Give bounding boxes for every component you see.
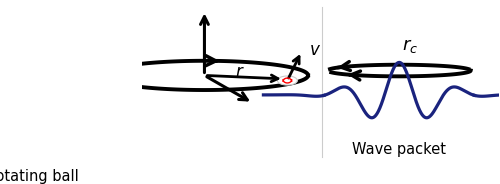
Text: $r$: $r$ [236,63,245,81]
Text: Classical rotating ball: Classical rotating ball [0,169,79,184]
Circle shape [278,76,297,85]
Text: Wave packet: Wave packet [352,142,446,157]
Text: $v$: $v$ [309,41,321,59]
Text: $r_c$: $r_c$ [402,37,418,55]
